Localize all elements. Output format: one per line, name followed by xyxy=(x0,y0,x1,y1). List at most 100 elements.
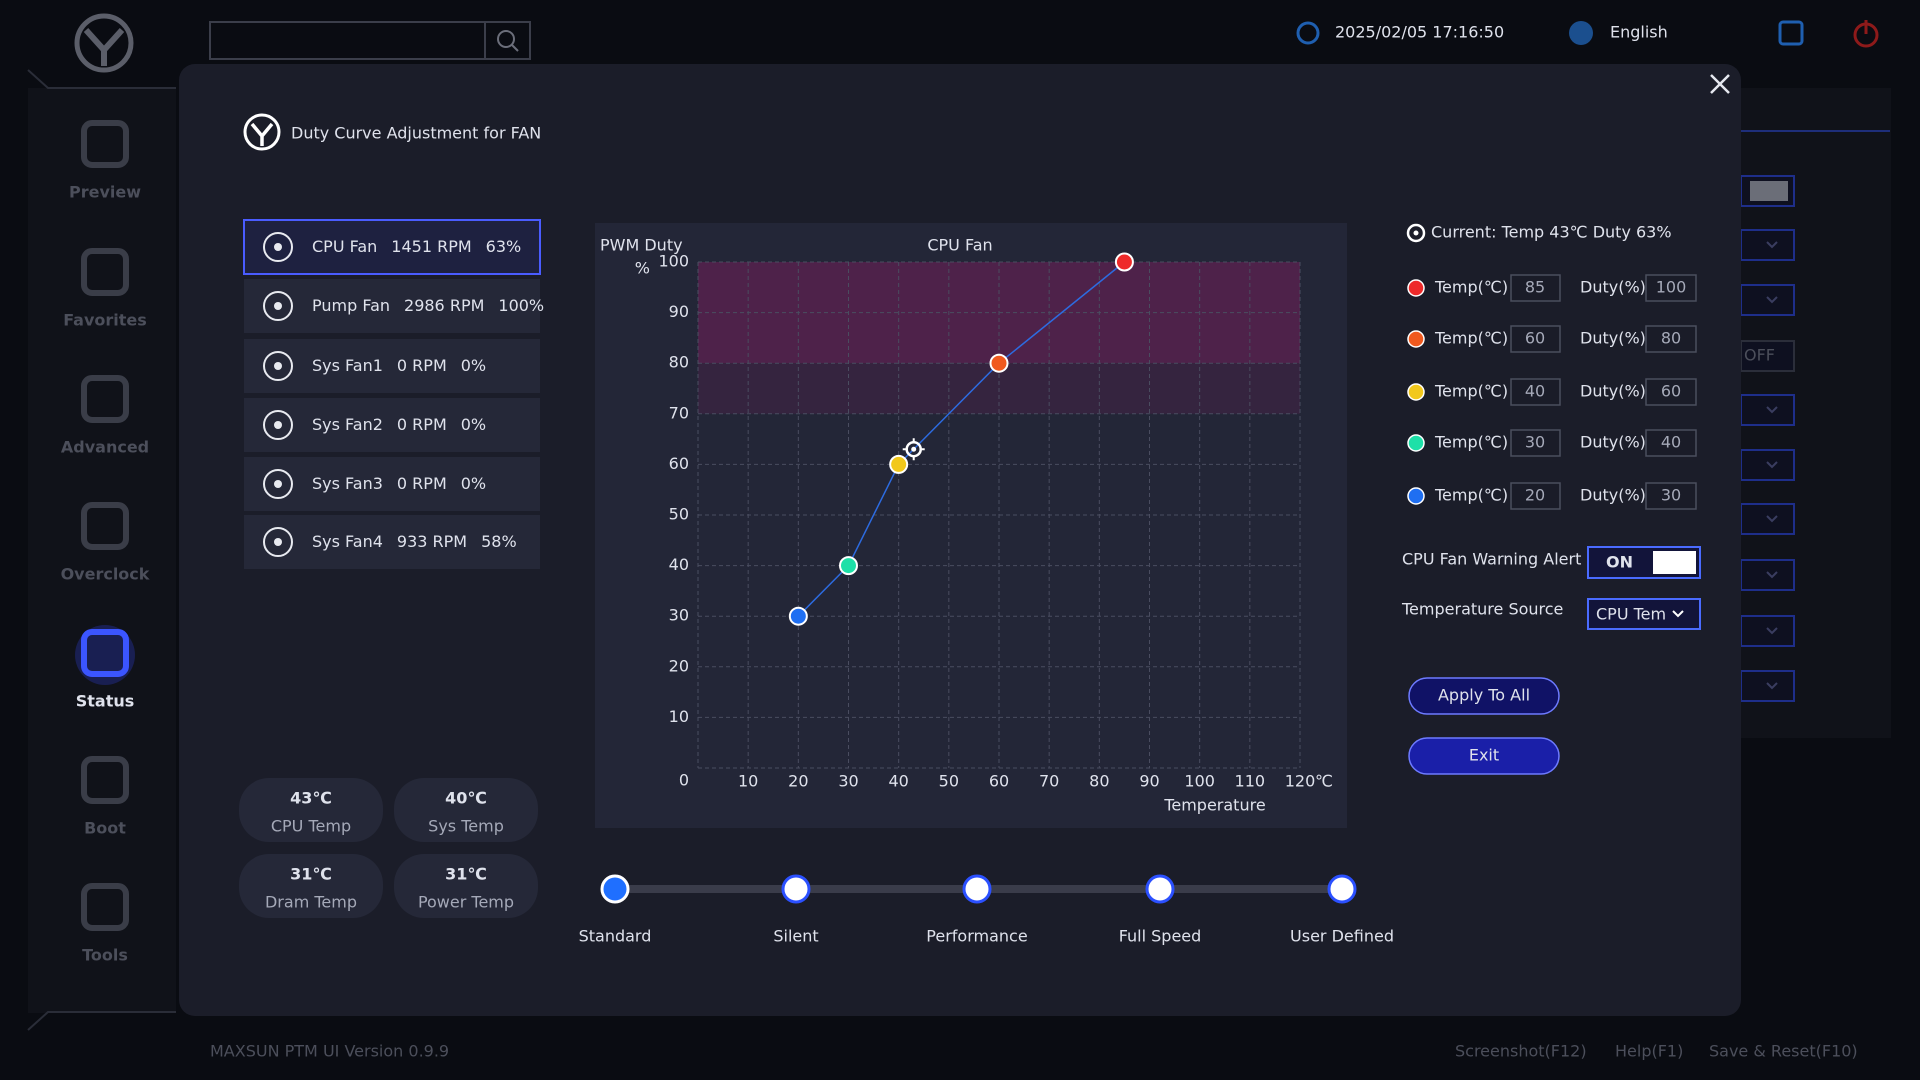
duty-input-value[interactable]: 40 xyxy=(1661,433,1681,452)
fan-name: Sys Fan4 xyxy=(312,532,383,551)
sidebar-label[interactable]: Favorites xyxy=(63,311,147,330)
sidebar-label[interactable]: Status xyxy=(76,692,135,711)
search-box[interactable] xyxy=(209,21,531,60)
temp-label: Sys Temp xyxy=(428,817,504,836)
language-icon[interactable] xyxy=(1569,21,1593,45)
sidebar-icon xyxy=(81,248,129,296)
duty-input[interactable] xyxy=(1645,325,1697,353)
x-tick-label: 120 xyxy=(1285,772,1316,791)
footer-version: MAXSUN PTM UI Version 0.9.9 xyxy=(210,1042,449,1061)
curve-point[interactable] xyxy=(889,454,909,474)
warning-label: CPU Fan Warning Alert xyxy=(1402,550,1581,569)
duty-input[interactable] xyxy=(1645,274,1697,302)
x-axis-label: Temperature xyxy=(1163,796,1265,815)
action-button[interactable] xyxy=(1408,737,1560,775)
fan-item[interactable] xyxy=(244,457,540,511)
point-swatch xyxy=(1407,330,1425,348)
temp-input-value[interactable]: 20 xyxy=(1525,486,1545,505)
fan-icon-hub xyxy=(274,302,282,310)
bg-chevron xyxy=(1766,515,1778,523)
duty-input[interactable] xyxy=(1645,378,1697,406)
temp-input[interactable] xyxy=(1510,429,1561,457)
duty-input[interactable] xyxy=(1645,429,1697,457)
duty-input-value[interactable]: 100 xyxy=(1656,278,1687,297)
mode-option[interactable] xyxy=(1145,874,1175,904)
fan-text: Sys Fan4 933 RPM 58% xyxy=(312,532,517,551)
search-icon[interactable] xyxy=(497,30,515,48)
bg-control xyxy=(1740,394,1795,426)
duty-input-value[interactable]: 80 xyxy=(1661,329,1681,348)
temp-label: Power Temp xyxy=(418,893,514,912)
sidebar-panel xyxy=(28,88,176,1013)
close-button[interactable] xyxy=(1710,74,1730,94)
x-tick-label: 30 xyxy=(838,772,858,791)
x-tick-label: 80 xyxy=(1089,772,1109,791)
mode-option[interactable] xyxy=(600,874,630,904)
point-swatch xyxy=(1407,434,1425,452)
mode-option[interactable] xyxy=(962,874,992,904)
fan-rpm: 0 RPM xyxy=(397,415,447,434)
source-label: Temperature Source xyxy=(1401,600,1563,619)
mode-label[interactable]: Silent xyxy=(773,927,818,946)
duty-input[interactable] xyxy=(1645,482,1697,510)
footer-link[interactable]: Help(F1) xyxy=(1615,1042,1683,1061)
mode-label[interactable]: Performance xyxy=(926,927,1027,946)
temp-input[interactable] xyxy=(1510,482,1561,510)
action-button-label[interactable]: Exit xyxy=(1469,746,1499,765)
sidebar-label[interactable]: Boot xyxy=(84,819,126,838)
dialog-title: Duty Curve Adjustment for FAN xyxy=(291,124,541,143)
bg-chevron xyxy=(1766,627,1778,635)
mode-option[interactable] xyxy=(1327,874,1357,904)
duty-input-value[interactable]: 60 xyxy=(1661,382,1681,401)
save-icon[interactable] xyxy=(1778,20,1804,46)
duty-input-value[interactable]: 30 xyxy=(1661,486,1681,505)
curve-point[interactable] xyxy=(839,556,858,576)
fan-item[interactable] xyxy=(244,398,540,452)
x-axis-unit: ℃ xyxy=(1315,772,1333,791)
bg-off-label: OFF xyxy=(1744,346,1775,365)
mode-label[interactable]: User Defined xyxy=(1290,927,1394,946)
mode-label[interactable]: Full Speed xyxy=(1119,927,1202,946)
fan-item[interactable] xyxy=(243,219,541,275)
temp-input-value[interactable]: 30 xyxy=(1525,433,1545,452)
curve-point[interactable] xyxy=(989,353,1009,373)
temp-input[interactable] xyxy=(1510,274,1561,302)
footer-link[interactable]: Screenshot(F12) xyxy=(1455,1042,1587,1061)
y-tick-label: 40 xyxy=(669,555,689,574)
sidebar-icon xyxy=(81,629,129,677)
temp-input[interactable] xyxy=(1510,378,1561,406)
temp-input[interactable] xyxy=(1510,325,1561,353)
fan-item[interactable] xyxy=(244,279,540,333)
temp-field-label: Temp(℃) xyxy=(1434,278,1508,297)
curve-point[interactable] xyxy=(1114,252,1134,272)
sidebar-icon xyxy=(81,120,129,168)
mode-label[interactable]: Standard xyxy=(579,927,652,946)
temp-value: 31℃ xyxy=(445,865,487,884)
sidebar-label[interactable]: Tools xyxy=(82,946,128,965)
action-button-label[interactable]: Apply To All xyxy=(1438,686,1530,705)
sidebar-label[interactable]: Overclock xyxy=(61,565,150,584)
sidebar-label[interactable]: Advanced xyxy=(61,438,149,457)
fan-icon xyxy=(263,232,293,262)
action-button[interactable] xyxy=(1408,677,1560,715)
fan-icon xyxy=(263,351,293,381)
fan-item[interactable] xyxy=(244,515,540,569)
temp-input-value[interactable]: 60 xyxy=(1525,329,1545,348)
language[interactable]: English xyxy=(1610,23,1668,42)
curve-point[interactable] xyxy=(788,606,808,626)
temp-input-value[interactable]: 40 xyxy=(1525,382,1545,401)
fan-duty: 0% xyxy=(461,356,486,375)
sidebar-glow xyxy=(75,625,135,685)
fan-item[interactable] xyxy=(244,339,540,393)
temp-field-label: Temp(℃) xyxy=(1434,433,1508,452)
mode-option[interactable] xyxy=(781,874,811,904)
fan-rpm: 0 RPM xyxy=(397,356,447,375)
x-tick-label: 60 xyxy=(989,772,1009,791)
sidebar-label[interactable]: Preview xyxy=(69,183,141,202)
temp-input-value[interactable]: 85 xyxy=(1525,278,1545,297)
fan-text: Pump Fan 2986 RPM 100% xyxy=(312,296,544,315)
bg-control xyxy=(1740,503,1795,535)
x-tick-label: 20 xyxy=(788,772,808,791)
duty-field-label: Duty(%) xyxy=(1580,486,1646,505)
footer-link[interactable]: Save & Reset(F10) xyxy=(1709,1042,1858,1061)
